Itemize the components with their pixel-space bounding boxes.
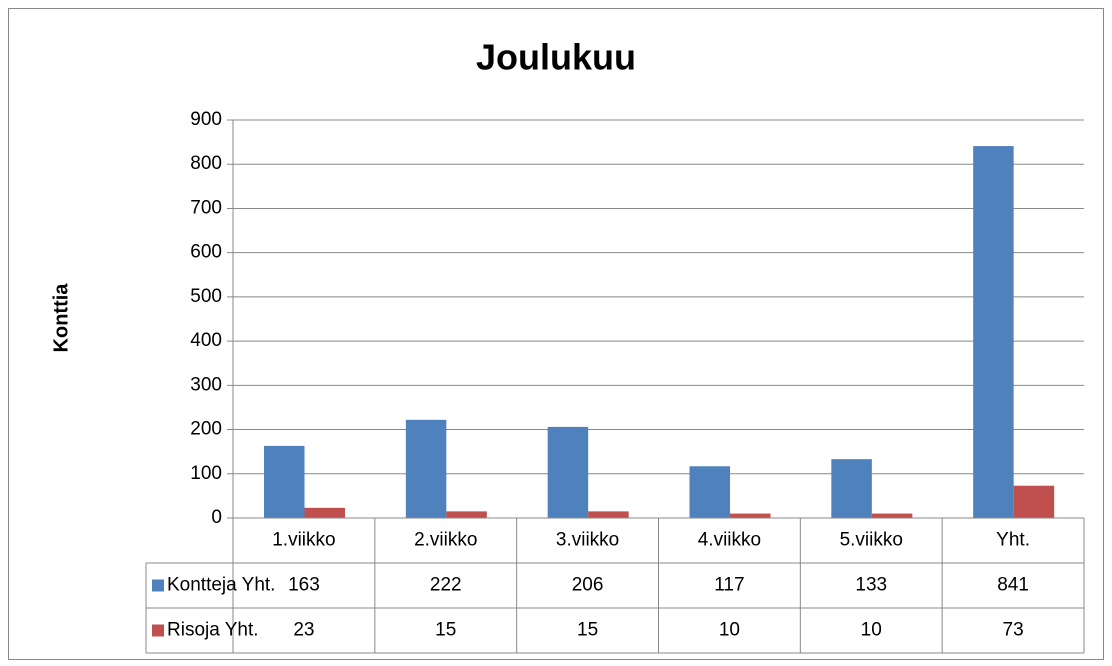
bar — [405, 419, 447, 518]
y-tick-label: 200 — [190, 419, 222, 440]
x-tick-label: 5.viikko — [840, 530, 903, 551]
bar — [446, 511, 487, 518]
x-tick-label: 3.viikko — [556, 530, 619, 551]
bar — [871, 513, 913, 518]
legend-label: Risoja Yht. — [167, 620, 259, 641]
table-value: 841 — [997, 575, 1029, 596]
bar — [264, 445, 305, 518]
x-tick-label: 1.viikko — [272, 530, 335, 551]
table-value: 133 — [855, 575, 887, 596]
bar — [831, 459, 872, 518]
legend-key — [152, 579, 164, 592]
bar — [588, 511, 629, 518]
y-tick-label: 700 — [190, 197, 222, 218]
table-value: 10 — [719, 620, 740, 641]
legend-label: Kontteja Yht. — [167, 575, 275, 596]
y-tick-label: 400 — [190, 330, 222, 351]
bar — [547, 426, 589, 518]
y-tick-label: 100 — [190, 463, 222, 484]
table-value: 222 — [430, 575, 462, 596]
x-tick-label: Yht. — [996, 530, 1030, 551]
bar — [304, 507, 345, 518]
y-tick-label: 600 — [190, 242, 222, 263]
table-value: 15 — [577, 620, 598, 641]
legend-key — [152, 624, 164, 637]
bar — [1013, 485, 1055, 518]
chart-border — [8, 8, 1104, 660]
y-tick-label: 0 — [211, 507, 222, 528]
bar — [689, 466, 730, 518]
table-value: 206 — [572, 575, 604, 596]
table-value: 23 — [293, 620, 314, 641]
bar — [973, 146, 1014, 518]
y-axis-label: Konttia — [50, 283, 72, 353]
y-tick-label: 500 — [190, 286, 222, 307]
table-value: 163 — [288, 575, 320, 596]
table-value: 73 — [1003, 620, 1024, 641]
y-tick-label: 900 — [190, 109, 222, 130]
y-tick-label: 300 — [190, 374, 222, 395]
bar — [730, 513, 771, 518]
y-tick-label: 800 — [190, 153, 222, 174]
x-tick-label: 2.viikko — [414, 530, 477, 551]
table-value: 10 — [861, 620, 882, 641]
chart-title: Joulukuu — [476, 37, 636, 78]
x-tick-label: 4.viikko — [698, 530, 761, 551]
table-value: 117 — [714, 575, 744, 596]
table-value: 15 — [435, 620, 456, 641]
